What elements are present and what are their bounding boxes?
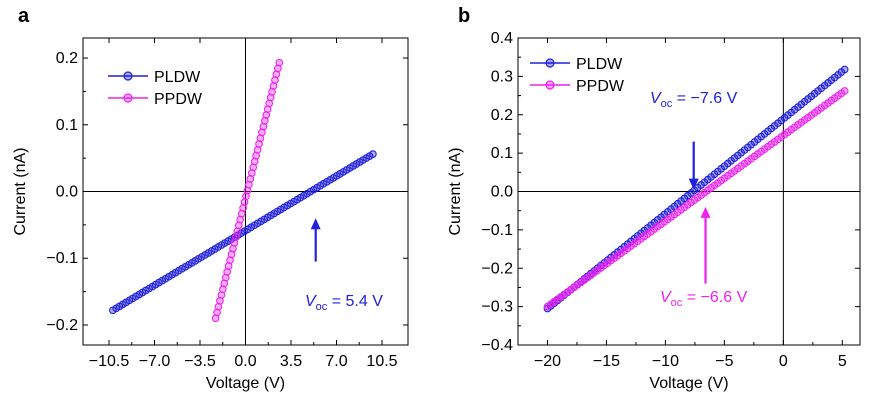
x-tick-label: −7.0 xyxy=(139,353,171,370)
y-tick-label: 0.2 xyxy=(56,50,78,67)
data-point xyxy=(369,150,377,158)
x-tick-label: −15 xyxy=(593,353,620,370)
legend-marker xyxy=(545,80,555,90)
y-tick-label: −0.1 xyxy=(46,250,78,267)
y-tick-label: −0.2 xyxy=(46,317,78,334)
legend-marker xyxy=(123,93,133,103)
y-tick-label: 0.0 xyxy=(491,184,513,201)
x-tick-label: 7.0 xyxy=(325,353,347,370)
chart-panel-b: −20 −15 −10 −5 0 5 −0.4 −0.3 −0.2 −0.1 0.0 0.1 0.2 0.… xyxy=(447,30,861,392)
legend-label-ppdw: PPDW xyxy=(576,78,625,95)
series-pldw xyxy=(543,65,849,313)
y-tick-label: 0.0 xyxy=(56,184,78,201)
annotation-label: Voc = 5.4 V xyxy=(305,293,383,313)
x-tick-label: 0 xyxy=(779,353,788,370)
data-point xyxy=(840,87,849,95)
series-ppdw xyxy=(543,87,849,311)
series-pldw xyxy=(109,150,377,315)
series-ppdw xyxy=(211,58,284,323)
data-point xyxy=(275,58,284,67)
annotation-label: Voc = −7.6 V xyxy=(650,90,738,110)
annotation-arrowhead xyxy=(310,218,321,230)
x-tick-label: 0.0 xyxy=(234,353,256,370)
y-tick-label: 0.2 xyxy=(491,107,513,124)
legend-label-ppdw: PPDW xyxy=(154,91,203,108)
x-tick-label: 5 xyxy=(838,353,847,370)
y-tick-label: 0.1 xyxy=(491,145,513,162)
x-tick-label: −10.5 xyxy=(89,353,130,370)
chart-panel-a: −10.5 −7.0 −3.5 0.0 3.5 7.0 10.5 −0.2 −0.1 0.0 0.1… xyxy=(12,37,409,392)
y-axis-label: Current (nA) xyxy=(447,147,464,235)
annotation-arrowhead xyxy=(700,206,711,218)
legend-marker xyxy=(545,58,555,68)
y-tick-label: −0.2 xyxy=(481,260,513,277)
legend-label-pldw: PLDW xyxy=(576,56,623,73)
y-axis-label: Current (nA) xyxy=(12,147,29,235)
data-point xyxy=(840,65,849,74)
x-tick-label: −5 xyxy=(715,353,733,370)
y-tick-label: −0.3 xyxy=(481,299,513,316)
x-axis-label: Voltage (V) xyxy=(206,375,285,392)
x-tick-label: −3.5 xyxy=(184,353,216,370)
x-tick-label: −20 xyxy=(534,353,561,370)
x-tick-label: 10.5 xyxy=(366,353,397,370)
panel-label-a: a xyxy=(18,5,30,27)
x-axis-label: Voltage (V) xyxy=(649,375,728,392)
x-tick-label: −10 xyxy=(652,353,679,370)
panel-label-b: b xyxy=(458,5,470,27)
legend-label-pldw: PLDW xyxy=(154,69,201,86)
legend-marker xyxy=(123,71,133,81)
y-tick-label: 0.3 xyxy=(491,68,513,85)
y-tick-label: 0.1 xyxy=(56,117,78,134)
y-tick-label: 0.4 xyxy=(491,30,513,47)
annotation-arrowhead xyxy=(688,178,699,190)
annotation-label: Voc = −6.6 V xyxy=(660,289,748,309)
x-tick-label: 3.5 xyxy=(280,353,302,370)
y-tick-label: −0.1 xyxy=(481,222,513,239)
y-tick-label: −0.4 xyxy=(481,337,513,354)
